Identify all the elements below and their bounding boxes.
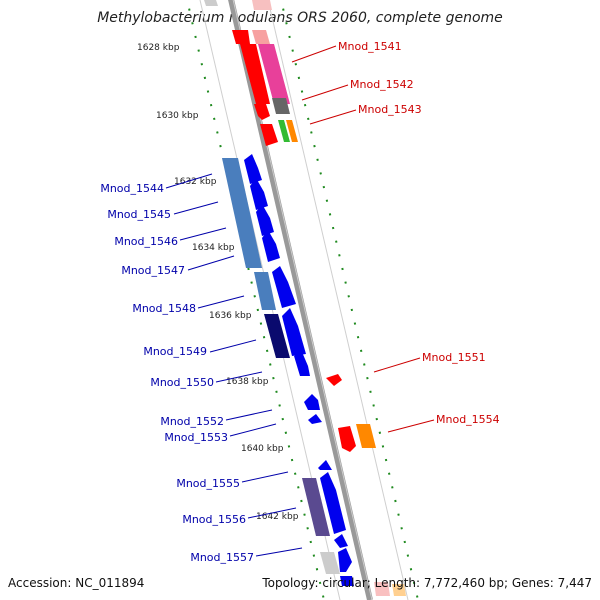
tick-label: 1632 kbp [174, 177, 217, 187]
forward-gene-labels: Mnod_1541 Mnod_1542 Mnod_1543 Mnod_1551 … [291, 40, 500, 433]
gene-label-mnod-1544: Mnod_1544 [100, 182, 164, 195]
gene-mnod-1548-arrow [272, 266, 296, 308]
tick-label: 1640 kbp [241, 444, 284, 454]
gene-mnod-1542-arrow [240, 44, 270, 104]
gene-mnod-1557-grey [320, 552, 340, 574]
tick-label: 1642 kbp [256, 512, 299, 522]
gene-label-mnod-1546: Mnod_1546 [114, 235, 178, 248]
gene-label-mnod-1554: Mnod_1554 [436, 413, 500, 426]
gene-mnod-1552-arrow [304, 394, 320, 410]
gene-mnod-1549-bar [264, 314, 290, 358]
gene-mnod-1556-bar [302, 478, 330, 536]
gene-label-mnod-1555: Mnod_1555 [176, 477, 240, 490]
gene-label-mnod-1551: Mnod_1551 [422, 351, 486, 364]
gene-mnod-1541-arrow [232, 30, 250, 44]
gene-label-mnod-1552: Mnod_1552 [160, 415, 224, 428]
gene-label-mnod-1547: Mnod_1547 [121, 264, 185, 277]
gene-mnod-1551-arrow [326, 374, 342, 386]
gene-label-mnod-1550: Mnod_1550 [150, 376, 214, 389]
gene-mnod-1544-arrow [244, 154, 262, 184]
tick-label: 1638 kbp [226, 377, 269, 387]
gene-mnod-1547-arrow [262, 230, 280, 262]
tick-label: 1636 kbp [209, 311, 252, 321]
reverse-features [204, 0, 406, 596]
gene-mnod-1543-arrow [254, 104, 270, 120]
gene-mnod-1543b-arrow [260, 124, 278, 146]
gene-label-mnod-1545: Mnod_1545 [107, 208, 171, 221]
tick-label: 1634 kbp [192, 243, 235, 253]
gene-mnod-1554-arrow [338, 426, 356, 452]
gene-label-mnod-1556: Mnod_1556 [182, 513, 246, 526]
gene-label-mnod-1543: Mnod_1543 [358, 103, 422, 116]
gene-mnod-1543-green [278, 120, 290, 142]
gene-mnod-1553-arrow [308, 414, 322, 424]
gene-mnod-1556-arrow [320, 472, 346, 534]
tick-label: 1630 kbp [156, 111, 199, 121]
accession-text: Accession: NC_011894 [8, 576, 145, 590]
gene-label-mnod-1541: Mnod_1541 [338, 40, 402, 53]
gene-mnod-1555-arrow [318, 460, 332, 470]
reverse-gene-labels: Mnod_1544 Mnod_1545 Mnod_1546 Mnod_1547 … [100, 173, 303, 564]
gene-mnod-1542-bar [258, 44, 290, 104]
gene-mnod-1544-bar [222, 158, 262, 268]
gene-label-mnod-1549: Mnod_1549 [143, 345, 207, 358]
gene-mnod-1543-grey [272, 98, 290, 114]
gene-mnod-1545-arrow [250, 178, 268, 210]
gene-mnod-1548-bar [254, 272, 276, 310]
gene-label-mnod-1553: Mnod_1553 [164, 431, 228, 444]
gene-mnod-1557-arrow [334, 534, 348, 548]
gene-label-mnod-1542: Mnod_1542 [350, 78, 414, 91]
gene-mnod-1550-arrow [294, 352, 310, 376]
gene-label-mnod-1557: Mnod_1557 [190, 551, 254, 564]
genome-summary-text: Topology: circular; Length: 7,772,460 bp… [262, 576, 592, 590]
gene-label-mnod-1548: Mnod_1548 [132, 302, 196, 315]
map-title: Methylobacterium nodulans ORS 2060, comp… [97, 10, 503, 26]
gene-mnod-1543-orange [286, 120, 298, 142]
gene-mnod-1546-arrow [256, 204, 274, 236]
tick-labels: 1628 kbp 1630 kbp 1632 kbp 1634 kbp 1636… [137, 43, 299, 522]
forward-features [232, 0, 376, 452]
gene-mnod-1541-bar [252, 30, 270, 44]
tick-label: 1628 kbp [137, 43, 180, 53]
gene-mnod-1557b-arrow [338, 548, 352, 572]
gene-mnod-1549-arrow [282, 308, 306, 356]
gene-mnod-1554-bar [356, 424, 376, 448]
genome-backbone [228, 0, 373, 600]
